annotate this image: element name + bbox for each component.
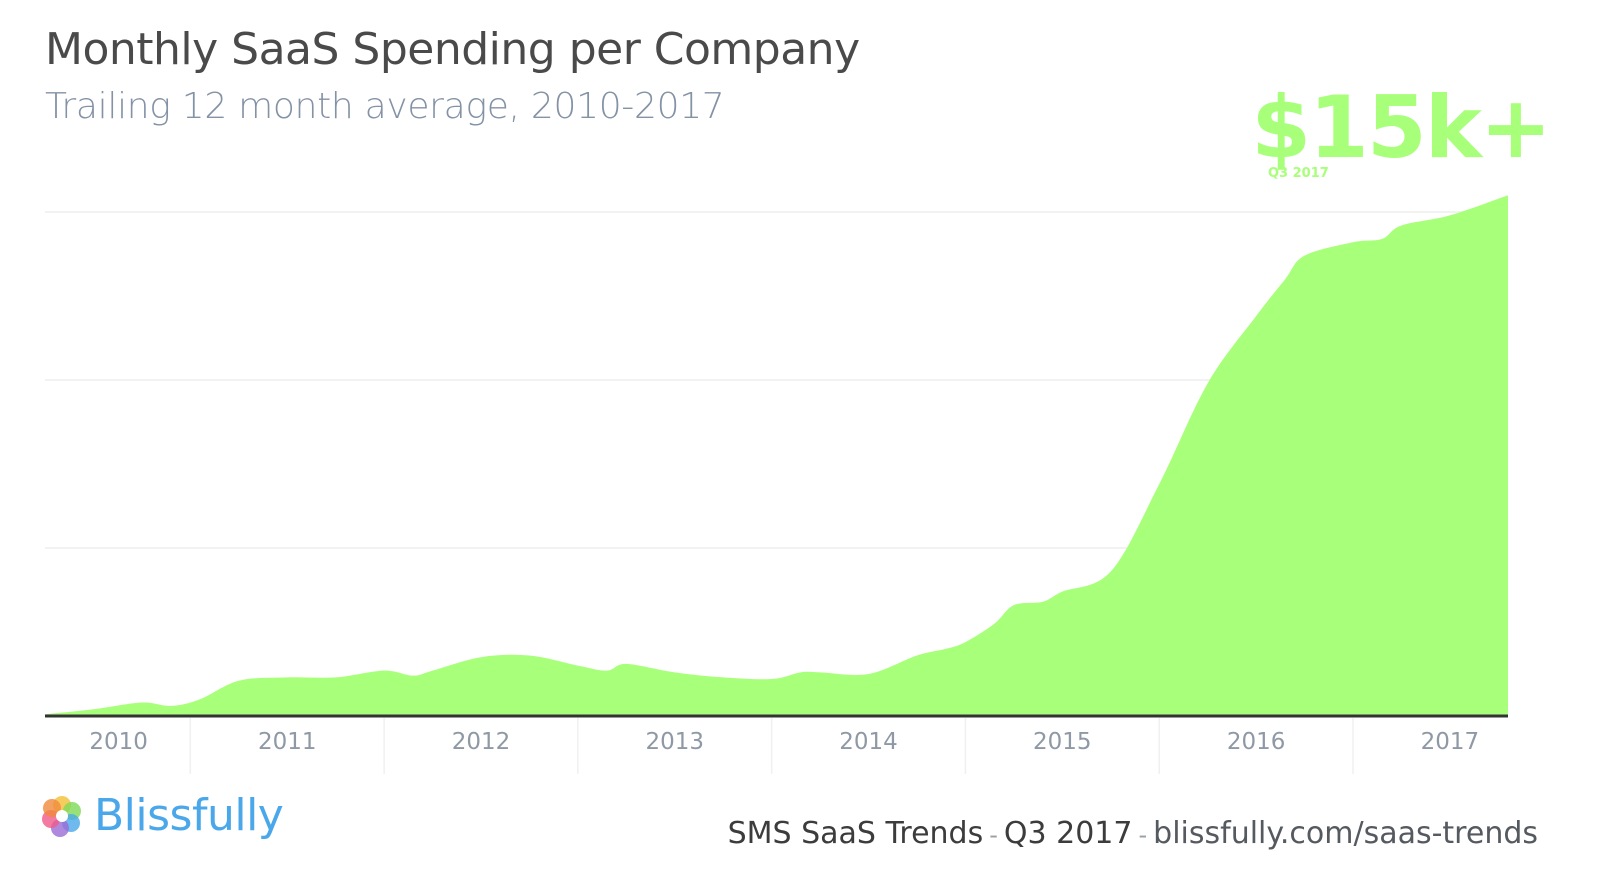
callout-value: $15k+ [1251,78,1552,178]
x-tick-label: 2011 [258,729,317,755]
chart-title: Monthly SaaS Spending per Company [45,24,860,75]
x-tick-label: 2014 [839,729,898,755]
footer-report-name: SMS SaaS Trends [727,816,984,851]
x-tick-label: 2012 [452,729,511,755]
x-tick-label: 2015 [1033,729,1092,755]
blissfully-logo-icon [42,795,81,837]
x-tick-label: 2017 [1421,729,1480,755]
callout-period: Q3 2017 [1268,166,1329,181]
footer-separator: - [989,821,998,849]
area-chart: 2010 2011 2012 2013 2014 2015 2016 2017 [45,195,1508,774]
x-tick-label: 2010 [89,729,148,755]
footer-separator: - [1138,821,1148,849]
brand: Blissfully [38,790,284,841]
x-tick-label: 2013 [645,729,704,755]
brand-name: Blissfully [94,790,284,841]
chart-subtitle: Trailing 12 month average, 2010-2017 [45,86,725,127]
footer-quarter: Q3 2017 [1003,816,1133,851]
footer-source: SMS SaaS Trends - Q3 2017- blissfully.com/s… [728,816,1538,851]
x-tick-label: 2016 [1227,729,1286,755]
footer-url-link[interactable]: blissfully.com/saas-trends [1153,816,1538,851]
data-area [45,195,1508,716]
